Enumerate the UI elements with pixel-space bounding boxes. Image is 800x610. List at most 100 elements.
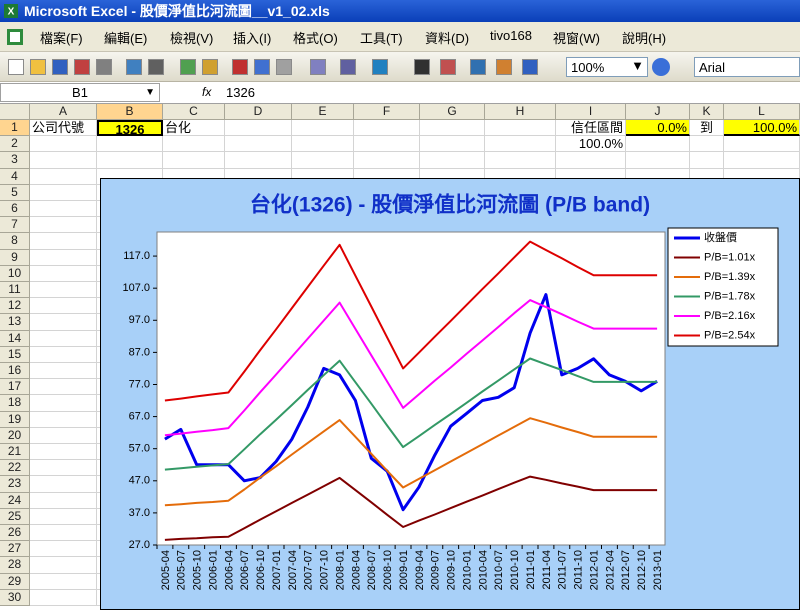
x-tick-label: 2013-01 [652, 550, 664, 590]
row-header[interactable]: 23 [0, 476, 30, 493]
toolbar-button[interactable] [470, 59, 486, 75]
cell-bg [485, 152, 556, 169]
row-header[interactable]: 17 [0, 379, 30, 396]
menu-item[interactable]: 檔案(F) [40, 31, 83, 46]
menu-item[interactable]: 說明(H) [622, 31, 667, 46]
cell-bg [163, 136, 225, 153]
menu-item[interactable]: tivo168 [490, 28, 532, 43]
cell[interactable]: 到 [690, 120, 724, 137]
column-header[interactable]: B [97, 104, 163, 120]
row-header[interactable]: 2 [0, 136, 30, 153]
cell-bg [626, 152, 690, 169]
row-header[interactable]: 18 [0, 395, 30, 412]
column-header[interactable]: G [420, 104, 485, 120]
row-header[interactable]: 11 [0, 282, 30, 299]
toolbar-button[interactable] [254, 59, 270, 75]
column-header[interactable]: F [354, 104, 420, 120]
cell-bg [30, 476, 97, 493]
column-header[interactable]: H [485, 104, 556, 120]
row-header[interactable]: 29 [0, 573, 30, 590]
column-header[interactable]: K [690, 104, 724, 120]
toolbar-button[interactable] [276, 59, 292, 75]
toolbar-button[interactable] [30, 59, 46, 75]
help-button[interactable] [652, 58, 670, 76]
zoom-box[interactable]: 100% ▼ [566, 57, 648, 77]
toolbar-button[interactable] [180, 59, 196, 75]
cell-bg [30, 589, 97, 606]
column-header[interactable]: D [225, 104, 292, 120]
legend-label: P/B=2.16x [704, 310, 756, 322]
row-header[interactable]: 13 [0, 314, 30, 331]
toolbar-button[interactable] [372, 59, 388, 75]
cell-bg [724, 136, 800, 153]
row-header[interactable]: 12 [0, 298, 30, 315]
row-header[interactable]: 28 [0, 557, 30, 574]
row-header[interactable]: 3 [0, 152, 30, 169]
toolbar-button[interactable] [74, 59, 90, 75]
row-header[interactable]: 15 [0, 346, 30, 363]
row-header[interactable]: 30 [0, 589, 30, 606]
row-header[interactable]: 4 [0, 168, 30, 185]
cell[interactable]: 1326 [97, 120, 163, 137]
row-header[interactable]: 24 [0, 492, 30, 509]
row-header[interactable]: 19 [0, 411, 30, 428]
row-header[interactable]: 10 [0, 265, 30, 282]
row-header[interactable]: 14 [0, 330, 30, 347]
toolbar-button[interactable] [414, 59, 430, 75]
row-header[interactable]: 16 [0, 363, 30, 380]
row-header[interactable]: 6 [0, 201, 30, 218]
cell[interactable]: 台化 [163, 120, 225, 137]
name-box[interactable]: B1 ▼ [0, 83, 160, 102]
menu-item[interactable]: 插入(I) [233, 31, 272, 46]
toolbar-button[interactable] [522, 59, 538, 75]
y-tick-label: 107.0 [122, 282, 150, 294]
toolbar-button[interactable] [440, 59, 456, 75]
row-header[interactable]: 7 [0, 217, 30, 234]
row-header[interactable]: 27 [0, 541, 30, 558]
toolbar-button[interactable] [52, 59, 68, 75]
toolbar-button[interactable] [148, 59, 164, 75]
row-header[interactable]: 1 [0, 120, 30, 137]
toolbar-button[interactable] [496, 59, 512, 75]
toolbar-button[interactable] [96, 59, 112, 75]
row-header[interactable]: 5 [0, 184, 30, 201]
column-header[interactable]: J [626, 104, 690, 120]
x-tick-label: 2010-07 [493, 550, 505, 590]
cell[interactable]: 100.0% [724, 120, 800, 137]
toolbar-button[interactable] [8, 59, 24, 75]
column-header[interactable]: A [30, 104, 97, 120]
cell[interactable]: 公司代號 [30, 120, 97, 137]
toolbar-button[interactable] [126, 59, 142, 75]
row-header[interactable]: 8 [0, 233, 30, 250]
cell[interactable]: 100.0% [556, 136, 626, 153]
row-header[interactable]: 9 [0, 249, 30, 266]
font-box[interactable]: Arial [694, 57, 800, 77]
menu-item[interactable]: 視窗(W) [553, 31, 600, 46]
x-tick-label: 2011-07 [557, 550, 569, 590]
toolbar-button[interactable] [310, 59, 326, 75]
formula-value[interactable]: 1326 [226, 85, 255, 100]
cell-bg [30, 217, 97, 234]
row-header[interactable]: 20 [0, 427, 30, 444]
x-tick-label: 2010-04 [477, 550, 489, 590]
column-header[interactable]: C [163, 104, 225, 120]
row-header[interactable]: 21 [0, 444, 30, 461]
toolbar-button[interactable] [202, 59, 218, 75]
row-header[interactable]: 25 [0, 508, 30, 525]
row-header[interactable]: 26 [0, 525, 30, 542]
menu-item[interactable]: 資料(D) [425, 31, 470, 46]
cell[interactable]: 0.0% [626, 120, 690, 137]
menu-item[interactable]: 格式(O) [293, 31, 338, 46]
x-tick-label: 2008-01 [334, 550, 346, 590]
menu-item[interactable]: 檢視(V) [170, 31, 214, 46]
column-header[interactable]: E [292, 104, 354, 120]
menu-item[interactable]: 工具(T) [360, 31, 403, 46]
column-header[interactable]: I [556, 104, 626, 120]
column-header[interactable]: L [724, 104, 800, 120]
cell[interactable]: 信任區間 [556, 120, 626, 137]
toolbar-button[interactable] [232, 59, 248, 75]
menu-item[interactable]: 編輯(E) [104, 31, 148, 46]
doc-icon [7, 29, 23, 45]
row-header[interactable]: 22 [0, 460, 30, 477]
toolbar-button[interactable] [340, 59, 356, 75]
